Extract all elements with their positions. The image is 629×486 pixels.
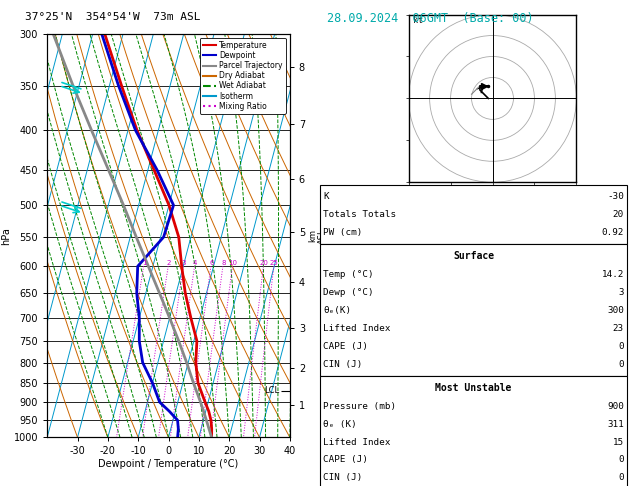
Text: 0.92: 0.92: [601, 228, 624, 237]
Text: Lifted Index: Lifted Index: [323, 437, 391, 447]
Text: 311: 311: [607, 419, 624, 429]
Text: 4: 4: [192, 260, 197, 266]
Text: 15: 15: [613, 437, 624, 447]
Text: Pressure (mb): Pressure (mb): [323, 401, 396, 411]
Text: Temp (°C): Temp (°C): [323, 270, 374, 279]
Text: 6: 6: [209, 260, 213, 266]
Text: 20: 20: [259, 260, 268, 266]
Text: 0: 0: [618, 473, 624, 483]
Text: 2: 2: [167, 260, 171, 266]
Text: 3: 3: [182, 260, 186, 266]
Text: -30: -30: [607, 192, 624, 201]
Text: 0: 0: [618, 455, 624, 465]
Text: CAPE (J): CAPE (J): [323, 455, 369, 465]
Text: 3: 3: [618, 288, 624, 297]
Text: © weatheronline.co.uk: © weatheronline.co.uk: [521, 474, 626, 484]
Text: Dewp (°C): Dewp (°C): [323, 288, 374, 297]
Text: CIN (J): CIN (J): [323, 473, 363, 483]
Legend: Temperature, Dewpoint, Parcel Trajectory, Dry Adiabat, Wet Adiabat, Isotherm, Mi: Temperature, Dewpoint, Parcel Trajectory…: [199, 38, 286, 114]
Text: Most Unstable: Most Unstable: [435, 383, 512, 393]
Text: 300: 300: [607, 306, 624, 315]
Text: Surface: Surface: [453, 251, 494, 261]
Y-axis label: hPa: hPa: [1, 227, 11, 244]
Text: 0: 0: [618, 342, 624, 351]
Y-axis label: km
ASL: km ASL: [308, 228, 327, 243]
Text: 25: 25: [270, 260, 279, 266]
Text: 900: 900: [607, 401, 624, 411]
Text: Lifted Index: Lifted Index: [323, 324, 391, 333]
Text: 23: 23: [613, 324, 624, 333]
Text: PW (cm): PW (cm): [323, 228, 363, 237]
Text: 14.2: 14.2: [601, 270, 624, 279]
Text: K: K: [323, 192, 329, 201]
Text: 0: 0: [618, 360, 624, 369]
Text: 20: 20: [613, 210, 624, 219]
Text: kt: kt: [413, 16, 423, 25]
Text: 28.09.2024  06GMT  (Base: 00): 28.09.2024 06GMT (Base: 00): [327, 12, 533, 25]
Text: 10: 10: [228, 260, 237, 266]
Text: CAPE (J): CAPE (J): [323, 342, 369, 351]
Text: 8: 8: [221, 260, 226, 266]
Text: 37°25'N  354°54'W  73m ASL: 37°25'N 354°54'W 73m ASL: [25, 12, 201, 22]
Text: 1: 1: [142, 260, 147, 266]
Text: θₑ(K): θₑ(K): [323, 306, 352, 315]
Text: Totals Totals: Totals Totals: [323, 210, 396, 219]
X-axis label: Dewpoint / Temperature (°C): Dewpoint / Temperature (°C): [98, 459, 238, 469]
Text: CIN (J): CIN (J): [323, 360, 363, 369]
Text: θₑ (K): θₑ (K): [323, 419, 357, 429]
Text: LCL: LCL: [264, 386, 279, 395]
